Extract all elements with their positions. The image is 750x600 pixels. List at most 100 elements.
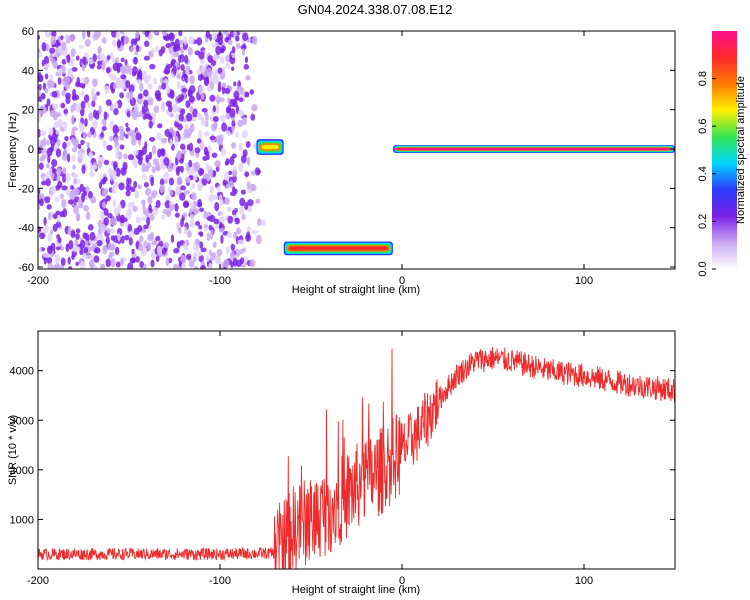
spectrogram-cell xyxy=(176,74,182,79)
spectrogram-cell xyxy=(160,103,166,113)
spectrogram-cell xyxy=(208,262,213,269)
spectrogram-cell xyxy=(85,186,90,193)
spectrogram-cell xyxy=(156,132,163,140)
spectrogram-cell xyxy=(101,62,106,71)
spectrogram-cell xyxy=(152,206,159,216)
spectrogram-cell xyxy=(125,126,131,133)
spectrogram-cell xyxy=(44,63,50,69)
snr-ylabel: SNR (10 * v/v) xyxy=(7,415,19,485)
spectrogram-cell xyxy=(180,165,184,173)
spectrogram-cell xyxy=(105,236,110,244)
spectrogram-cell xyxy=(138,68,142,79)
spectrogram-cell xyxy=(149,136,156,142)
spectrogram-cell xyxy=(213,76,220,85)
spectrogram-cell xyxy=(100,223,107,233)
spectrogram-cell xyxy=(230,243,236,251)
spectrogram-cell xyxy=(96,91,100,96)
spectrogram-cell xyxy=(198,129,203,140)
spectrogram-cell xyxy=(187,89,194,97)
spectrogram-cell xyxy=(124,59,128,66)
spectrogram-cell xyxy=(245,75,251,81)
spectrogram-cell xyxy=(155,45,159,53)
spectrogram-cell xyxy=(79,82,86,88)
spectrogram-cell xyxy=(120,74,127,80)
spectrogram-ytick-label: -40 xyxy=(18,223,34,235)
spectrogram-cell xyxy=(260,219,266,227)
spectrogram-cell xyxy=(211,123,217,132)
snr-xtick-label: -100 xyxy=(209,575,231,587)
spectrogram-cell xyxy=(74,246,81,252)
spectrogram-cell xyxy=(151,240,157,246)
spectrogram-cell xyxy=(187,230,192,238)
spectrogram-cell xyxy=(152,158,159,166)
spectrogram-cell xyxy=(63,109,69,115)
spectrogram-cell xyxy=(222,82,227,88)
spectrogram-cell xyxy=(159,184,165,193)
spectrogram-cell xyxy=(46,257,53,265)
spectrogram-band-layer xyxy=(288,246,389,251)
spectrogram-cell xyxy=(49,47,56,54)
spectrogram-cell xyxy=(241,116,247,126)
spectrogram-xtick-label: 100 xyxy=(575,275,593,287)
spectrogram-cell xyxy=(244,201,249,211)
spectrogram-cell xyxy=(211,32,218,40)
spectrogram-cell xyxy=(186,144,191,151)
spectrogram-cell xyxy=(139,82,144,93)
spectrogram-cell xyxy=(229,155,235,166)
spectrogram-cell xyxy=(82,131,87,140)
spectrogram-cell xyxy=(105,99,112,107)
spectrogram-cell xyxy=(210,252,217,258)
spectrogram-cell xyxy=(200,265,207,269)
spectrogram-cell xyxy=(185,65,191,71)
spectrogram-cell xyxy=(83,94,90,104)
spectrogram-cell xyxy=(246,181,251,190)
spectrogram-cell xyxy=(116,57,120,64)
spectrogram-cell xyxy=(73,139,79,149)
spectrogram-cell xyxy=(179,192,186,201)
spectrogram-cell xyxy=(38,105,46,116)
spectrogram-cell xyxy=(235,42,241,50)
spectrogram-cell xyxy=(88,151,94,159)
spectrogram-cell xyxy=(226,206,232,212)
spectrogram-cell xyxy=(194,265,199,269)
spectrogram-cell xyxy=(62,153,67,162)
snr-ticks: -200 -100 0 100 1000 2000 3000 4000 xyxy=(10,331,675,587)
spectrogram-cell xyxy=(161,137,168,143)
snr-marks xyxy=(38,347,675,569)
spectrogram-cell xyxy=(198,85,203,96)
spectrogram-cell xyxy=(147,241,152,252)
spectrogram-cell xyxy=(106,54,111,61)
spectrogram-cell xyxy=(51,185,56,194)
spectrogram-cell xyxy=(175,167,180,176)
spectrogram-cell xyxy=(133,39,138,46)
spectrogram-cell xyxy=(101,201,107,209)
spectrogram-cell xyxy=(239,197,246,207)
spectrogram-xtick-label: -100 xyxy=(209,275,231,287)
spectrogram-cell xyxy=(120,57,125,63)
spectrogram-cell xyxy=(180,64,185,71)
spectrogram-cell xyxy=(38,203,41,211)
spectrogram-cell xyxy=(132,205,138,212)
spectrogram-cell xyxy=(161,214,166,220)
spectrogram-cell xyxy=(99,210,105,221)
spectrogram-cell xyxy=(71,126,78,132)
spectrogram-cell xyxy=(155,165,161,172)
spectrogram-cell xyxy=(197,250,203,257)
spectrogram-cell xyxy=(216,248,223,257)
spectrogram-cell xyxy=(175,222,182,229)
spectrogram-cell xyxy=(135,111,142,118)
spectrogram-cell xyxy=(209,80,215,90)
spectrogram-cell xyxy=(212,105,216,113)
spectrogram-cell xyxy=(183,54,189,64)
spectrogram-cell xyxy=(233,81,237,87)
spectrogram-cell xyxy=(71,189,77,199)
spectrogram-cell xyxy=(52,213,58,220)
spectrogram-cell xyxy=(96,233,103,240)
spectrogram-cell xyxy=(251,35,258,45)
spectrogram-cell xyxy=(139,261,145,268)
spectrogram-cell xyxy=(80,100,86,110)
spectrogram-cell xyxy=(225,184,230,189)
spectrogram-cell xyxy=(249,259,256,268)
spectrogram-cell xyxy=(125,184,131,192)
